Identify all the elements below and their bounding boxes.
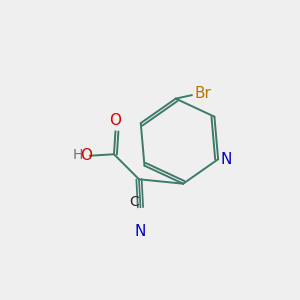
Text: C: C xyxy=(129,195,139,209)
Text: N: N xyxy=(221,152,232,167)
Text: N: N xyxy=(135,224,146,239)
Text: H: H xyxy=(72,148,82,162)
Text: O: O xyxy=(110,112,122,128)
Text: Br: Br xyxy=(195,86,212,101)
Text: O: O xyxy=(80,148,92,163)
